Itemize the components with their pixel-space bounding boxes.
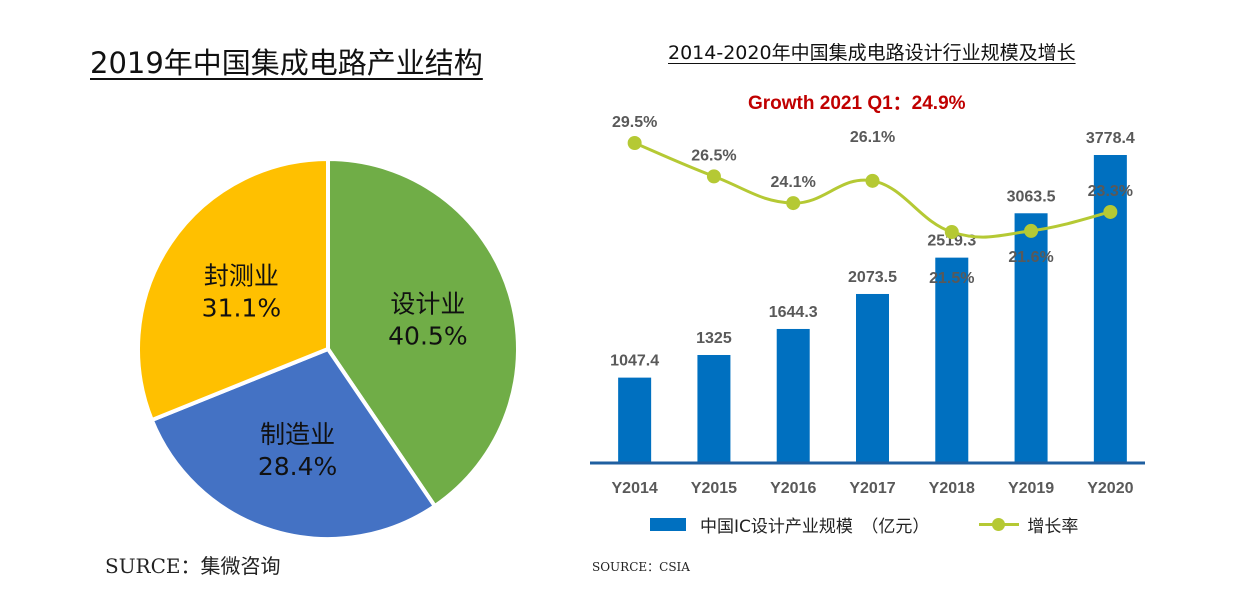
growth-point-Y2020 (1103, 204, 1118, 219)
bar-chart-source: SOURCE：CSIA (592, 560, 690, 574)
bar-value-label: 1047.4 (610, 353, 659, 370)
bar-value-label: 3778.4 (1086, 130, 1135, 147)
legend-line-swatch (979, 518, 1020, 531)
growth-annotation: Growth 2021 Q1：24.9% (748, 93, 966, 114)
growth-point-label: 26.1% (850, 129, 895, 146)
bar-Y2016 (776, 328, 810, 463)
x-tick-label: Y2017 (849, 480, 895, 497)
growth-point-label: 29.5% (612, 114, 657, 131)
bar-value-label: 2073.5 (848, 269, 897, 286)
growth-point-label: 23.3% (1088, 183, 1133, 200)
pie-slice-value: 40.5% (388, 321, 467, 350)
growth-point-Y2018 (944, 225, 959, 239)
bar-Y2015 (697, 354, 731, 463)
pie-slice-label: 制造业 (260, 420, 335, 449)
legend-line-label: 增长率 (1027, 517, 1079, 537)
bar-value-label: 1325 (696, 330, 732, 347)
bar-Y2020 (1093, 155, 1127, 463)
legend-bar-label: 中国IC设计产业规模 （亿元） (700, 517, 930, 537)
bar-value-label: 2519.3 (927, 233, 976, 250)
pie-slice-value: 28.4% (258, 452, 337, 481)
x-tick-label: Y2015 (691, 480, 737, 497)
growth-point-Y2019 (1024, 223, 1039, 238)
growth-point-label: 26.5% (691, 147, 736, 164)
bar-Y2018 (935, 257, 969, 463)
growth-point-Y2017 (865, 173, 880, 188)
pie-slice-label: 封测业 (204, 262, 279, 291)
pie-slice-label: 设计业 (390, 289, 465, 318)
pie-chart-title: 2019年中国集成电路产业结构 (90, 46, 483, 80)
pie-chart-source: SURCE：集微咨询 (105, 554, 281, 578)
legend-bar-swatch (650, 518, 686, 531)
bar-chart-title: 2014-2020年中国集成电路设计行业规模及增长 (668, 42, 1076, 64)
x-tick-label: Y2014 (612, 480, 658, 497)
pie-slice-2 (136, 156, 330, 423)
x-tick-label: Y2020 (1087, 480, 1133, 497)
bar-Y2014 (618, 377, 652, 463)
bar-value-label: 3063.5 (1007, 188, 1056, 205)
growth-point-label: 24.1% (771, 174, 816, 191)
growth-point-Y2014 (627, 136, 642, 150)
bar-Y2019 (1014, 213, 1048, 463)
x-tick-label: Y2016 (770, 480, 816, 497)
growth-point-Y2016 (786, 196, 801, 211)
pie-slice-0 (326, 156, 520, 509)
bar-value-label: 1644.3 (769, 304, 818, 321)
bar-chart-legend: 中国IC设计产业规模 （亿元） 增长率 (650, 512, 1078, 537)
x-tick-label: Y2018 (929, 480, 975, 497)
pie-slice-1 (149, 346, 438, 541)
bar-Y2017 (856, 293, 889, 463)
pie-slice-value: 31.1% (202, 294, 281, 323)
x-tick-label: Y2019 (1008, 480, 1054, 497)
growth-point-label: 21.5% (929, 270, 974, 287)
growth-point-label: 21.6% (1008, 249, 1053, 266)
growth-point-Y2015 (706, 169, 721, 184)
